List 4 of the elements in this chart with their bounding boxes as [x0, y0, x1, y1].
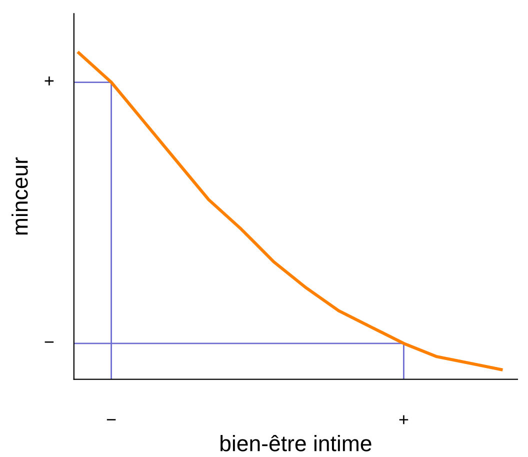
- ref-line-label: +: [44, 76, 54, 86]
- ref-line-label: −: [44, 341, 54, 343]
- y-axis-title: minceur: [12, 157, 28, 235]
- x-axis-title: bien-être intime: [220, 434, 372, 452]
